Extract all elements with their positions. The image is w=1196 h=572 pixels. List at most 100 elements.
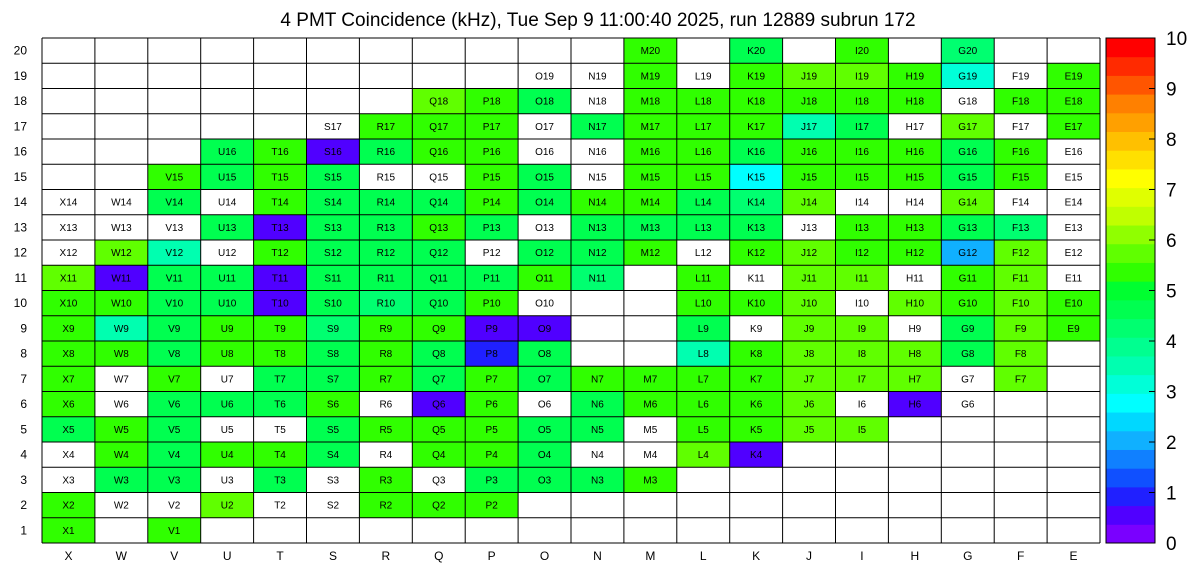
heatmap-cell-F19 [994,63,1048,89]
cell-label-V3: V3 [168,475,181,486]
heatmap-cell-G18 [941,88,995,114]
cell-label-X9: X9 [62,324,75,335]
heatmap-cell-S5 [306,416,360,442]
cell-label-Q13: Q13 [429,223,448,234]
heatmap-cell-O9 [518,315,571,341]
cell-label-L14: L14 [695,198,712,209]
cell-label-N5: N5 [591,425,604,436]
cell-label-U7: U7 [221,374,234,385]
heatmap-cell-T15 [253,164,307,190]
heatmap-cell-H12 [888,240,942,266]
cell-label-L19: L19 [695,71,712,82]
x-tick-label-F: F [1017,549,1024,563]
heatmap-cell-K9 [729,315,783,341]
heatmap-cell-Q18 [412,88,466,114]
chart-title: 4 PMT Coincidence (kHz), Tue Sep 9 11:00… [280,10,915,31]
heatmap-cell-H8 [888,341,942,367]
colorbar-segment [1106,374,1155,394]
heatmap-cell-N3 [571,467,624,493]
heatmap-cell-S11 [306,265,360,291]
cell-label-T11: T11 [272,273,289,284]
heatmap-cell-T14 [253,189,307,215]
heatmap-cell-Q4 [412,442,466,468]
colorbar-tick-label-10: 10 [1166,29,1187,50]
heatmap-cell-Q7 [412,366,466,392]
heatmap-cell-U9 [200,315,254,341]
cell-label-Q10: Q10 [429,299,448,310]
colorbar-segment [1106,131,1155,151]
heatmap-cell-U5 [200,416,254,442]
cell-label-Q15: Q15 [429,172,448,183]
cell-label-S9: S9 [327,324,340,335]
cell-label-S12: S12 [324,248,342,259]
cell-label-I11: I11 [855,273,869,284]
heatmap-cell-T12 [253,240,307,266]
heatmap-cell-P3 [465,467,519,493]
colorbar-segment [1106,318,1155,338]
heatmap-cell-P10 [465,290,519,316]
heatmap-cell-V12 [147,240,201,266]
colorbar-segment [1106,299,1155,320]
heatmap-cell-Q2 [412,492,466,518]
heatmap-cell-E10 [1047,290,1100,316]
colorbar-segment [1106,355,1155,376]
cell-label-J6: J6 [804,400,815,411]
heatmap-cell-E9 [1047,315,1100,341]
cell-label-R9: R9 [379,324,392,335]
heatmap-cell-P18 [465,88,519,114]
heatmap-cell-J8 [782,341,836,367]
heatmap-cell-W13 [94,214,148,240]
colorbar-segment [1106,150,1155,170]
heatmap-cell-P2 [465,492,519,518]
cell-label-N14: N14 [588,198,607,209]
cell-label-H17: H17 [906,122,925,133]
heatmap-cell-J7 [782,366,836,392]
heatmap-cell-R10 [359,290,413,316]
cell-label-N15: N15 [588,172,607,183]
heatmap-cell-Q13 [412,214,466,240]
heatmap-cell-G9 [941,315,995,341]
heatmap-cell-S15 [306,164,360,190]
cell-label-I12: I12 [855,248,869,259]
heatmap-cell-I11 [835,265,889,291]
heatmap-cell-O3 [518,467,571,493]
heatmap-cell-R16 [359,139,413,165]
heatmap-cell-M7 [623,366,677,392]
cell-label-J16: J16 [801,147,818,158]
x-tick-label-R: R [382,549,391,563]
heatmap-cell-H19 [888,63,942,89]
heatmap-cell-V11 [147,265,201,291]
cell-label-M18: M18 [641,97,661,108]
heatmap-cell-Q14 [412,189,466,215]
cell-label-W11: W11 [111,273,131,284]
cell-label-S4: S4 [327,450,340,461]
heatmap-cell-J12 [782,240,836,266]
cell-label-W3: W3 [114,475,129,486]
cell-label-I15: I15 [855,172,869,183]
heatmap-cell-F10 [994,290,1048,316]
cell-label-O13: O13 [535,223,554,234]
cell-label-J15: J15 [801,172,818,183]
cell-label-L4: L4 [698,450,710,461]
cell-label-M12: M12 [641,248,661,259]
y-tick-label-11: 11 [15,271,28,285]
heatmap-cell-Q11 [412,265,466,291]
cell-label-I7: I7 [858,374,867,385]
colorbar-segment [1106,187,1155,207]
cell-label-F10: F10 [1012,299,1030,310]
cell-label-P10: P10 [483,299,501,310]
cell-label-U2: U2 [221,501,234,512]
heatmap-cell-W14 [94,189,148,215]
cell-label-S17: S17 [324,122,342,133]
heatmap-cell-T10 [253,290,307,316]
heatmap-cell-E18 [1047,88,1100,114]
cell-label-H8: H8 [908,349,921,360]
heatmap-cell-X8 [42,341,95,367]
heatmap-cell-V6 [147,391,201,417]
colorbar-segment [1106,38,1155,58]
heatmap-cell-T7 [253,366,307,392]
heatmap-cell-V9 [147,315,201,341]
cell-label-J13: J13 [801,223,818,234]
heatmap-cell-M12 [623,240,677,266]
heatmap-cell-J13 [782,214,836,240]
